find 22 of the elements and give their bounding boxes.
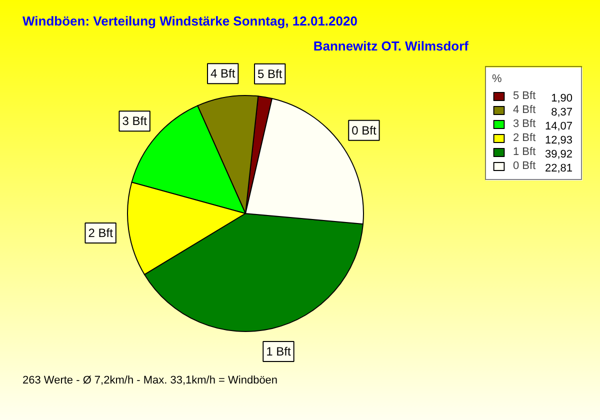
legend-label: 2 Bft xyxy=(513,132,536,144)
slice-label: 4 Bft xyxy=(210,66,236,81)
slice-label: 0 Bft xyxy=(352,123,377,138)
legend-label: 4 Bft xyxy=(513,104,536,116)
slice-label: 1 Bft xyxy=(266,344,292,358)
chart-subtitle: Bannewitz OT. Wilmsdorf xyxy=(313,38,470,54)
legend-label: 3 Bft xyxy=(513,118,536,130)
legend-label: 0 Bft xyxy=(513,160,536,172)
data-label: 8,37 xyxy=(551,106,573,118)
data-label: 39,92 xyxy=(544,148,573,160)
data-label: 12,93 xyxy=(544,134,573,146)
slice-label: 3 Bft xyxy=(122,114,148,128)
legend-label: 5 Bft xyxy=(513,90,536,102)
text: 263 Werte - Ø 7,2km/h - Max. 33,1km/h = Windböen xyxy=(22,374,278,386)
data-label: 1,90 xyxy=(551,92,573,104)
data-label: 22,81 xyxy=(544,162,573,174)
legend-title: % xyxy=(492,73,503,85)
slice-label: 2 Bft xyxy=(88,226,114,240)
chart-title: Windböen: Verteilung Windstärke Sonntag, 12.01.2020 xyxy=(22,14,358,28)
legend-label: 1 Bft xyxy=(513,146,536,158)
data-label: 14,07 xyxy=(544,120,573,132)
slice-label: 5 Bft xyxy=(258,66,283,81)
